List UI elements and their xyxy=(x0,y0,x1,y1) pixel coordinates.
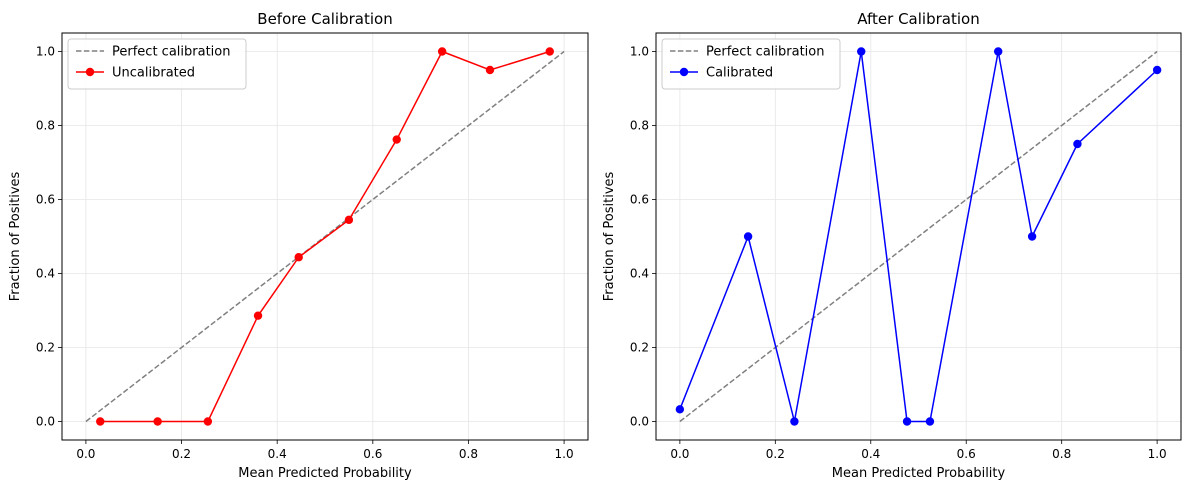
chart-title: After Calibration xyxy=(857,10,979,28)
x-tick-label: 0.6 xyxy=(363,447,382,461)
x-tick-label: 0.8 xyxy=(1052,447,1071,461)
data-point xyxy=(253,311,263,320)
y-tick-label: 1.0 xyxy=(36,45,55,59)
legend-swatch-marker xyxy=(85,67,95,77)
perfect-calibration-line xyxy=(679,50,1158,423)
y-tick-label: 0.4 xyxy=(36,267,55,281)
data-point xyxy=(675,405,685,414)
axes-frame xyxy=(61,32,589,441)
data-point xyxy=(994,47,1003,56)
y-tick-label: 0.4 xyxy=(630,267,649,281)
y-axis-label: Fraction of Positives xyxy=(602,171,617,301)
data-point xyxy=(96,417,105,426)
x-tick-label: 0.2 xyxy=(172,447,191,461)
data-point xyxy=(485,65,495,75)
chart-panel-2: 0.0 0.2 0.4 0.6 0.8 1.0 0.0 0.2 0.4 0.6 0.8 1.0 Afte… xyxy=(602,10,1182,481)
y-tick-label: 0.0 xyxy=(36,415,55,429)
legend-entry-label: Perfect calibration xyxy=(706,45,824,60)
y-tick-label: 0.2 xyxy=(630,341,649,355)
x-axis-label: Mean Predicted Probability xyxy=(832,466,1006,481)
data-point xyxy=(925,417,935,426)
data-point xyxy=(857,47,866,56)
data-point xyxy=(153,417,162,426)
y-axis-label: Fraction of Positives xyxy=(8,171,23,301)
data-point xyxy=(392,135,401,144)
x-tick-label: 0.0 xyxy=(76,447,95,461)
data-point xyxy=(902,417,912,426)
data-point xyxy=(743,232,753,241)
axes-frame xyxy=(655,32,1182,441)
legend-swatch-marker xyxy=(679,67,689,77)
y-tick-label: 0.8 xyxy=(36,119,55,133)
series-line xyxy=(679,51,1158,423)
data-point xyxy=(203,417,213,426)
data-point xyxy=(294,253,303,262)
x-tick-label: 1.0 xyxy=(555,447,574,461)
chart-panel-1: 0.0 0.2 0.4 0.6 0.8 1.0 0.0 0.2 0.4 0.6 0.8 1.0 Befo… xyxy=(8,10,589,481)
y-tick-label: 0.0 xyxy=(630,415,649,429)
x-tick-label: 0.4 xyxy=(268,447,287,461)
legend-box xyxy=(67,38,247,90)
data-point xyxy=(1027,232,1037,241)
x-tick-label: 0.6 xyxy=(957,447,976,461)
chart-title: Before Calibration xyxy=(257,10,392,28)
legend: Perfect calibration Uncalibrated xyxy=(67,38,247,90)
data-point xyxy=(1152,65,1162,75)
x-axis-label: Mean Predicted Probability xyxy=(238,466,412,481)
x-tick-label: 0.4 xyxy=(861,447,880,461)
x-tick-label: 0.2 xyxy=(766,447,785,461)
data-point xyxy=(1073,139,1082,149)
legend: Perfect calibration Calibrated xyxy=(661,38,841,90)
legend-entry-label: Perfect calibration xyxy=(112,45,230,60)
y-tick-label: 0.6 xyxy=(630,193,649,207)
legend-box xyxy=(661,38,841,90)
data-point xyxy=(790,417,799,426)
y-tick-label: 0.6 xyxy=(36,193,55,207)
legend-entry-label: Calibrated xyxy=(706,66,773,81)
y-tick-label: 0.2 xyxy=(36,341,55,355)
data-point xyxy=(545,47,554,56)
y-tick-label: 0.8 xyxy=(630,119,649,133)
y-tick-label: 1.0 xyxy=(630,45,649,59)
x-tick-label: 0.8 xyxy=(459,447,478,461)
legend-entry-label: Uncalibrated xyxy=(112,66,195,81)
x-tick-label: 1.0 xyxy=(1148,447,1167,461)
perfect-calibration-line xyxy=(85,50,565,423)
data-point xyxy=(344,215,354,225)
data-point xyxy=(437,47,447,56)
series-line xyxy=(100,50,550,423)
x-tick-label: 0.0 xyxy=(670,447,689,461)
